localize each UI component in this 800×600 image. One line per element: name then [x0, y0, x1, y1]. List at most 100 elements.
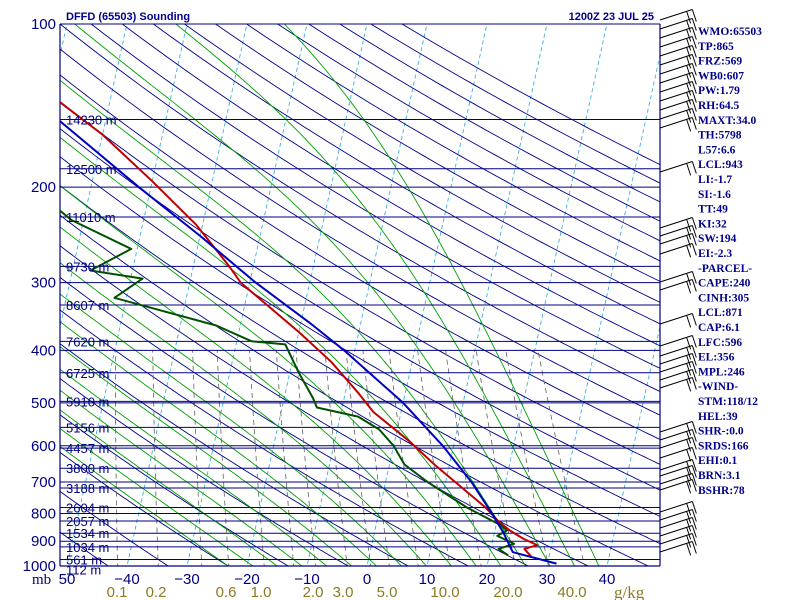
stability-index-item: LCL:871 — [698, 307, 743, 319]
wind-barb — [659, 313, 697, 328]
stability-index-item: CAP:6.1 — [698, 322, 740, 334]
isobar-lines — [60, 23, 660, 567]
wind-barb — [659, 225, 697, 240]
wind-barb-feather — [686, 38, 692, 51]
temperature-tick-label: 30 — [539, 571, 556, 588]
wind-barb — [659, 72, 697, 87]
stability-index-item: SHR-:0.0 — [698, 426, 744, 438]
wind-barb-feather — [686, 519, 692, 532]
mixing-ratio-tick-labels: 0.1 0.2 0.6 1.0 2.0 3.0 5.0 10.0 20.0 40.0 — [107, 584, 587, 600]
height-level-label: 2057 m — [66, 514, 109, 529]
height-level-label: 12500 m — [66, 162, 117, 177]
wind-barb-feather — [686, 527, 692, 540]
pressure-tick-label: 100 — [31, 16, 56, 33]
mixing-ratio-lines — [114, 350, 586, 566]
pressure-tick-label: 400 — [31, 342, 56, 359]
dewpoint-trace — [60, 209, 516, 557]
mixing-ratio-line — [388, 350, 419, 566]
wind-barb-feather — [686, 503, 692, 516]
height-level-label: 3800 m — [66, 461, 109, 476]
wind-barb — [659, 525, 697, 540]
mixing-ratio-line — [475, 350, 516, 566]
dry-adiabat-line — [60, 414, 289, 566]
mixing-ratio-line — [324, 350, 348, 566]
stability-index-item: STM:118/12 — [698, 396, 758, 408]
height-level-label: 5910 m — [66, 394, 109, 409]
mixing-ratio-line — [417, 350, 451, 566]
wind-barb-feather — [686, 47, 692, 60]
stability-index-item: TP:865 — [698, 41, 734, 53]
stability-index-item: RH:64.5 — [698, 100, 739, 112]
wind-barb — [659, 437, 697, 452]
wind-barb-feather — [691, 54, 697, 67]
mixing-ratio-line — [152, 350, 159, 566]
dry-adiabat-line — [0, 24, 64, 578]
mixing-ratio-line — [345, 350, 372, 566]
isotherm-lines — [60, 24, 660, 566]
wind-barb — [659, 429, 697, 444]
stability-index-item: EL:356 — [698, 352, 735, 364]
temperature-tick-label: −40 — [114, 571, 139, 588]
wind-barb — [659, 18, 697, 33]
pressure-unit-label: mb — [32, 572, 51, 588]
height-level-label: 6725 m — [66, 366, 109, 381]
parcel-trace — [60, 119, 557, 565]
dry-adiabat-lines — [0, 24, 660, 578]
wind-barb-feather — [691, 161, 697, 174]
pressure-tick-label: 700 — [31, 474, 56, 491]
wind-barb-feather — [691, 313, 697, 326]
dry-adiabat-line — [60, 24, 660, 392]
wind-barb-feather — [686, 101, 692, 114]
stability-index-item: WB0:607 — [698, 70, 744, 82]
wind-barb-feather — [686, 467, 692, 480]
dry-adiabat-line — [60, 377, 350, 566]
wind-barb — [659, 345, 697, 360]
wind-barb-feather — [691, 369, 697, 382]
wind-barb-feather — [686, 119, 692, 132]
stability-index-item: -WIND- — [698, 381, 738, 393]
wind-barb-feather — [686, 281, 692, 294]
wind-barb — [659, 9, 697, 24]
wind-barb — [659, 479, 697, 494]
height-level-label: 9730 m — [66, 259, 109, 274]
mixing-ratio-tick-label: 10.0 — [430, 584, 459, 600]
moist-adiabat-line — [60, 427, 254, 566]
dry-adiabat-line — [90, 24, 660, 369]
wind-barb-feather — [691, 335, 697, 348]
temperature-tick-label: 50 — [59, 571, 76, 588]
pressure-tick-label: 800 — [31, 505, 56, 522]
height-level-label: 561 m — [66, 553, 102, 568]
wind-barb-feather — [686, 511, 692, 524]
wind-barb — [659, 447, 697, 462]
dry-adiabat-line — [60, 156, 660, 517]
wind-barb — [659, 90, 697, 105]
wind-barb-feather — [691, 479, 697, 492]
wind-barb — [659, 243, 697, 258]
wind-barb — [659, 117, 697, 132]
wind-barb-feather — [691, 108, 697, 121]
pressure-tick-labels: 100 200 300 400 500 600 700 800 900 1000 — [23, 16, 56, 575]
wind-barb-feather — [686, 423, 692, 436]
temperature-trace — [60, 101, 539, 558]
station-title: DFFD (65503) Sounding — [66, 11, 190, 23]
wind-barb-feather — [686, 535, 692, 548]
wind-barb-feather — [686, 74, 692, 87]
stability-index-item: LI:-1.7 — [698, 174, 732, 186]
wind-barb-feather — [691, 72, 697, 85]
stability-index-item: TT:49 — [698, 204, 728, 216]
wind-barb-feather — [691, 217, 697, 230]
isotherm-line — [486, 24, 608, 566]
wind-barb-feather — [691, 421, 697, 434]
temperature-tick-label: −10 — [294, 571, 319, 588]
dry-adiabat-line — [60, 128, 660, 491]
mixing-ratio-line — [445, 350, 482, 566]
wind-barb-feather — [686, 449, 692, 462]
temperature-tick-labels: 50 −40 −30 −20 −10 0 10 20 30 40 — [59, 571, 616, 588]
dry-adiabat-line — [215, 24, 660, 282]
pressure-tick-label: 600 — [31, 438, 56, 455]
stability-index-item: LFC:596 — [698, 337, 742, 349]
wind-barb-feather — [691, 225, 697, 238]
pressure-tick-label: 500 — [31, 395, 56, 412]
wind-barb-feather — [691, 377, 697, 390]
moist-adiabat-line — [60, 293, 403, 566]
